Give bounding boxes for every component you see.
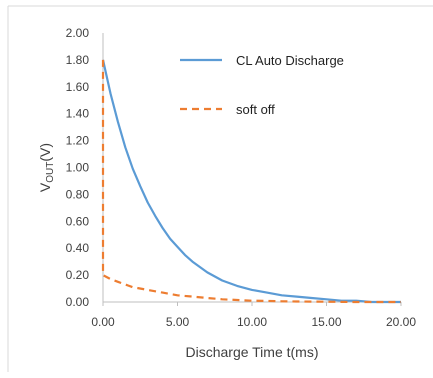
y-axis-title-main: V (37, 182, 53, 192)
y-tick-label: 0.60 (66, 214, 90, 228)
y-tick-label: 1.00 (66, 161, 90, 175)
x-axis-title: Discharge Time t(ms) (185, 344, 318, 360)
y-tick-label: 2.00 (66, 26, 90, 40)
y-tick-label: 1.80 (66, 53, 90, 67)
y-tick-label: 0.20 (66, 268, 90, 282)
y-axis-title-subscript: OUT (45, 162, 56, 183)
y-tick-label: 1.60 (66, 80, 90, 94)
x-tick-label: 10.00 (237, 315, 267, 329)
x-tick-label: 0.00 (91, 315, 115, 329)
y-tick-label: 0.00 (66, 295, 90, 309)
x-tick-label: 15.00 (311, 315, 341, 329)
legend-label-soft-off: soft off (236, 102, 275, 117)
y-axis-title: VOUT(V) (37, 143, 56, 192)
x-tick-label: 5.00 (166, 315, 190, 329)
y-tick-label: 1.20 (66, 134, 90, 148)
legend-label-cl-auto-discharge: CL Auto Discharge (236, 53, 344, 68)
x-tick-label: 20.00 (386, 315, 416, 329)
series-line-soft-off (101, 59, 401, 304)
series-line-cl-auto-discharge (101, 59, 401, 304)
y-tick-label: 0.80 (66, 187, 90, 201)
y-tick-label: 0.40 (66, 241, 90, 255)
y-tick-label: 1.40 (66, 107, 90, 121)
y-axis-title-unit: (V) (37, 143, 53, 162)
